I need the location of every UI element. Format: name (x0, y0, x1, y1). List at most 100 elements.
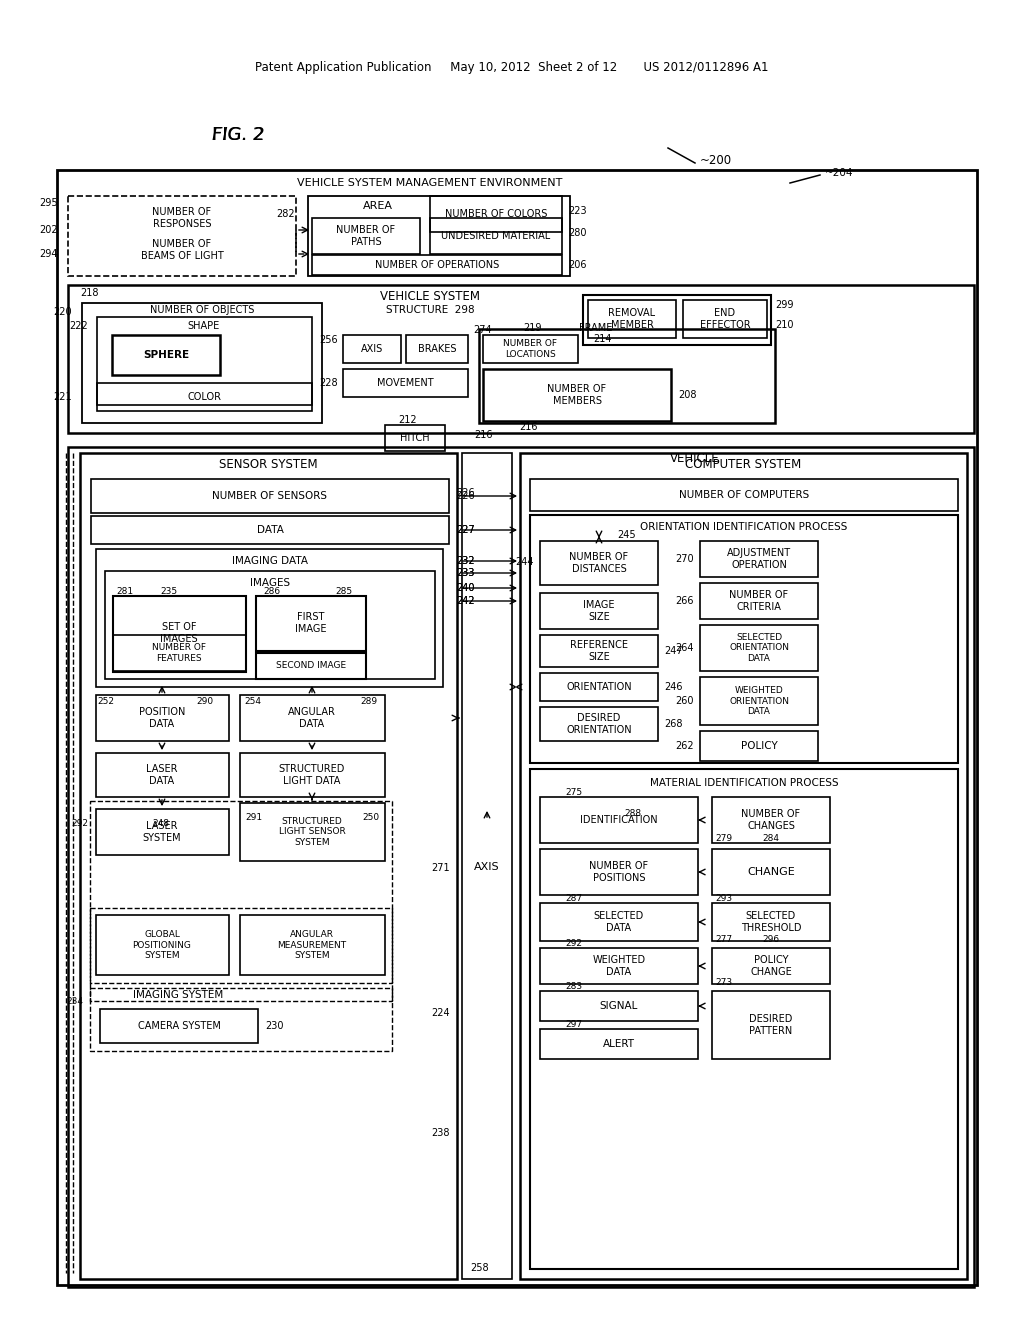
Text: 290: 290 (196, 697, 213, 706)
Bar (82, 304, 322, 422)
Text: SELECTED
THRESHOLD: SELECTED THRESHOLD (740, 911, 801, 933)
Bar (385, 425, 445, 451)
Text: NUMBER OF SENSORS: NUMBER OF SENSORS (213, 491, 328, 502)
Text: 292: 292 (71, 818, 88, 828)
Text: GLOBAL
POSITIONING
SYSTEM: GLOBAL POSITIONING SYSTEM (132, 931, 191, 960)
Text: 232: 232 (456, 556, 475, 566)
Text: AXIS: AXIS (474, 862, 500, 873)
Bar (240, 696, 385, 741)
Bar (540, 708, 658, 741)
Text: ~200: ~200 (700, 153, 732, 166)
Text: 227: 227 (456, 525, 475, 535)
Text: 227: 227 (456, 525, 475, 535)
Text: 220: 220 (53, 308, 72, 317)
Text: WEIGHTED
DATA: WEIGHTED DATA (593, 956, 645, 977)
Text: 273: 273 (715, 978, 732, 987)
Text: REMOVAL
MEMBER: REMOVAL MEMBER (608, 308, 655, 330)
Text: LASER
DATA: LASER DATA (146, 764, 178, 785)
Text: CHANGE: CHANGE (748, 867, 795, 876)
Bar (240, 915, 385, 975)
Text: REFERENCE
SIZE: REFERENCE SIZE (570, 640, 628, 661)
Bar (700, 583, 818, 619)
Text: NUMBER OF COMPUTERS: NUMBER OF COMPUTERS (679, 490, 809, 500)
Bar (540, 593, 658, 630)
Text: 283: 283 (565, 982, 583, 991)
Text: NUMBER OF
PATHS: NUMBER OF PATHS (337, 226, 395, 247)
Bar (540, 673, 658, 701)
Bar (113, 635, 246, 671)
Bar (96, 752, 229, 797)
Text: NUMBER OF OPERATIONS: NUMBER OF OPERATIONS (375, 260, 499, 271)
Text: AXIS: AXIS (360, 345, 383, 354)
Text: 210: 210 (775, 319, 794, 330)
Bar (90, 801, 392, 1001)
Bar (112, 335, 220, 375)
Text: VEHICLE SYSTEM: VEHICLE SYSTEM (380, 289, 480, 302)
Text: ~204: ~204 (825, 168, 853, 178)
Text: 260: 260 (676, 696, 694, 706)
Text: 281: 281 (116, 587, 133, 597)
Text: 218: 218 (80, 288, 98, 298)
Text: 250: 250 (362, 813, 379, 822)
Bar (583, 294, 771, 345)
Bar (91, 479, 449, 513)
Text: POLICY
CHANGE: POLICY CHANGE (751, 956, 792, 977)
Bar (540, 635, 658, 667)
Text: 264: 264 (676, 643, 694, 653)
Bar (530, 479, 958, 511)
Text: 291: 291 (245, 813, 262, 822)
Text: COLOR: COLOR (187, 392, 221, 403)
Text: ANGULAR
MEASUREMENT
SYSTEM: ANGULAR MEASUREMENT SYSTEM (278, 931, 346, 960)
Text: 219: 219 (523, 323, 542, 333)
Text: 247: 247 (664, 645, 683, 656)
Text: FIG. 2: FIG. 2 (212, 125, 264, 144)
Text: 279: 279 (715, 834, 732, 843)
Text: SENSOR SYSTEM: SENSOR SYSTEM (219, 458, 317, 471)
Text: 238: 238 (431, 1129, 450, 1138)
Text: 289: 289 (360, 697, 377, 706)
Text: 216: 216 (519, 422, 538, 432)
Bar (483, 370, 671, 421)
Text: 212: 212 (398, 414, 418, 425)
Text: 230: 230 (265, 1020, 284, 1031)
Text: 299: 299 (775, 300, 794, 310)
Bar (96, 696, 229, 741)
Text: NUMBER OF
LOCATIONS: NUMBER OF LOCATIONS (503, 339, 557, 359)
Text: 233: 233 (456, 568, 474, 578)
Bar (343, 370, 468, 397)
Text: UNDESIRED MATERIAL: UNDESIRED MATERIAL (441, 231, 551, 242)
Text: 226: 226 (456, 488, 475, 498)
Text: 216: 216 (474, 430, 493, 440)
Bar (105, 572, 435, 678)
Bar (96, 915, 229, 975)
Bar (90, 908, 392, 983)
Bar (712, 797, 830, 843)
Text: HITCH: HITCH (400, 433, 430, 444)
Text: 235: 235 (160, 587, 177, 597)
Text: FIRST
IMAGE: FIRST IMAGE (295, 612, 327, 634)
Bar (97, 383, 312, 411)
Bar (113, 597, 246, 672)
Text: 287: 287 (565, 894, 583, 903)
Bar (68, 195, 296, 276)
Text: IMAGE
SIZE: IMAGE SIZE (584, 601, 614, 622)
Bar (256, 653, 366, 678)
Text: NUMBER OF
BEAMS OF LIGHT: NUMBER OF BEAMS OF LIGHT (140, 239, 223, 261)
Text: 232: 232 (456, 556, 475, 566)
Text: 270: 270 (676, 554, 694, 564)
Bar (68, 447, 974, 1287)
Text: 284: 284 (762, 834, 779, 843)
Text: SECOND IMAGE: SECOND IMAGE (275, 661, 346, 671)
Text: 202: 202 (39, 224, 58, 235)
Text: NUMBER OF OBJECTS: NUMBER OF OBJECTS (150, 305, 254, 315)
Text: AREA: AREA (362, 201, 393, 211)
Text: 221: 221 (53, 392, 72, 403)
Bar (520, 453, 967, 1279)
Bar (540, 903, 698, 941)
Text: 246: 246 (664, 682, 683, 692)
Bar (240, 752, 385, 797)
Text: NUMBER OF
DISTANCES: NUMBER OF DISTANCES (569, 552, 629, 574)
Text: 208: 208 (678, 389, 696, 400)
Text: WEIGHTED
ORIENTATION
DATA: WEIGHTED ORIENTATION DATA (729, 686, 790, 715)
Text: 228: 228 (319, 378, 338, 388)
